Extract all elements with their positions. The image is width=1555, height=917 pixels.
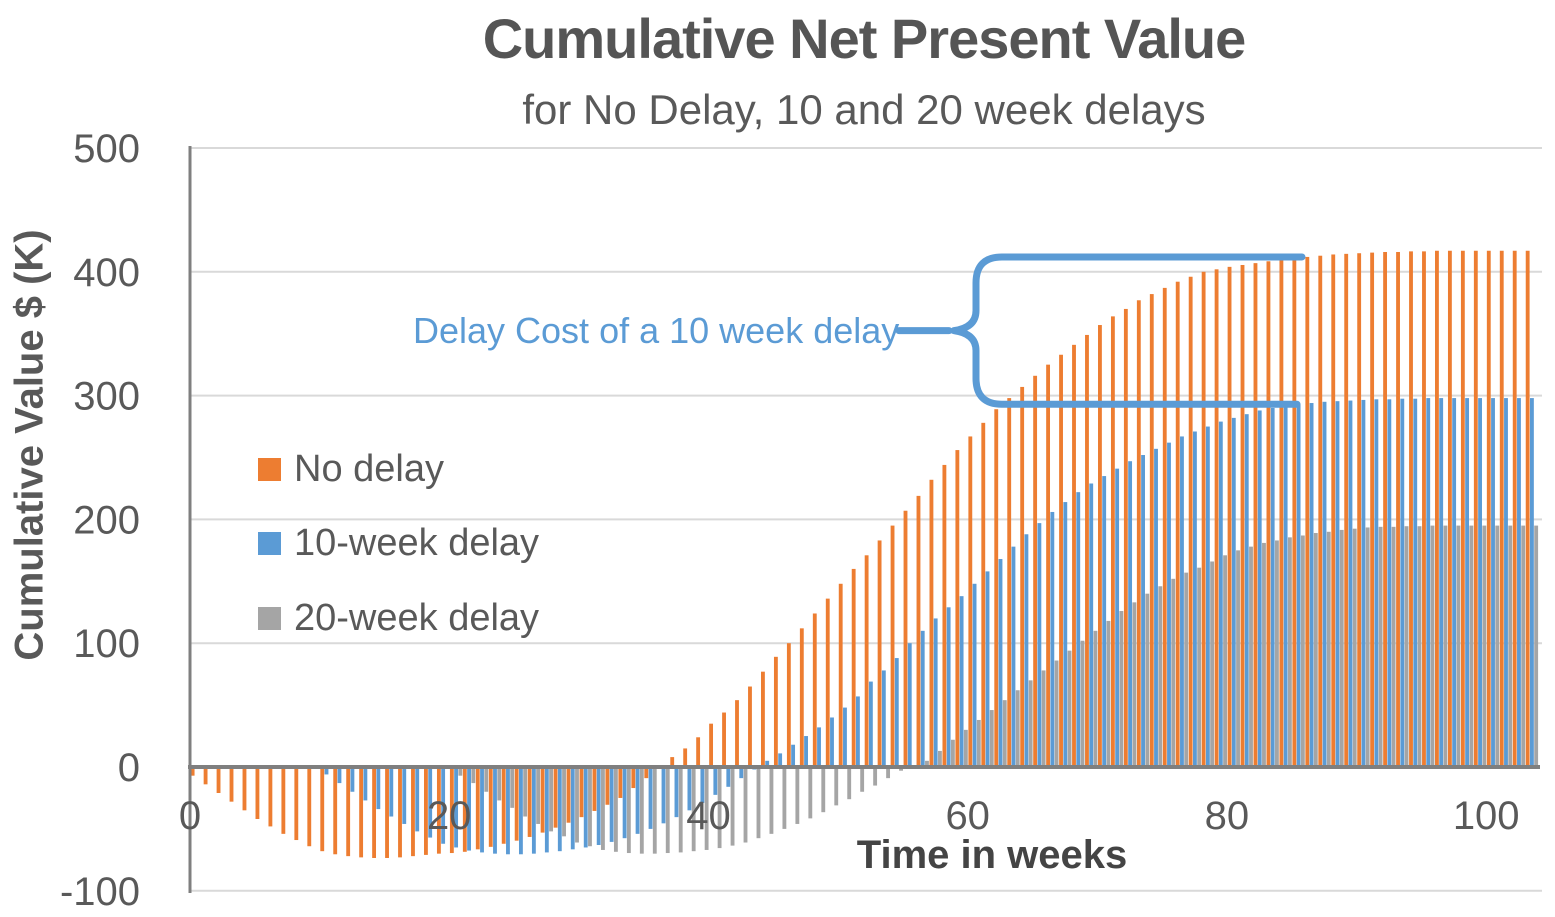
annotation-brace: [895, 253, 1306, 408]
y-tick-label-200: 200: [73, 498, 140, 542]
x-tick-label-20: 20: [427, 794, 472, 838]
y-tick-label-500: 500: [73, 127, 140, 171]
legend-swatch-blue: [258, 531, 281, 555]
x-tick-label-0: 0: [179, 794, 201, 838]
legend-label: 20-week delay: [294, 597, 540, 639]
x-tick-label-100: 100: [1453, 794, 1520, 838]
legend-swatch-orange: [258, 457, 281, 481]
y-tick-label-0: 0: [118, 746, 140, 790]
x-tick-label-80: 80: [1205, 794, 1250, 838]
legend-label: No delay: [294, 448, 444, 490]
y-tick-label-400: 400: [73, 251, 140, 295]
legend-item-20-week-delay: 20-week delay: [258, 597, 540, 639]
y-tick-label-300: 300: [73, 375, 140, 419]
y-tick-label--100: -100: [60, 870, 140, 914]
bars-10-week-delay: [324, 398, 1534, 855]
y-axis-title: Cumulative Value $ (K): [7, 229, 52, 661]
x-axis-title: Time in weeks: [856, 833, 1128, 877]
legend-swatch-gray: [258, 606, 281, 630]
y-tick-label-100: 100: [73, 622, 140, 666]
legend-item-no-delay: No delay: [258, 448, 444, 490]
legend-label: 10-week delay: [294, 522, 540, 564]
chart-title: Cumulative Net Present Value: [482, 7, 1247, 70]
annotation-delay-cost-label: Delay Cost of a 10 week delay: [413, 310, 900, 351]
x-tick-label-60: 60: [945, 794, 990, 838]
bars-20-week-delay: [458, 525, 1539, 854]
x-tick-label-40: 40: [686, 794, 731, 838]
legend-item-10-week-delay: 10-week delay: [258, 522, 540, 564]
bars-no-delay: [190, 250, 1530, 858]
chart-subtitle: for No Delay, 10 and 20 week delays: [522, 86, 1206, 133]
